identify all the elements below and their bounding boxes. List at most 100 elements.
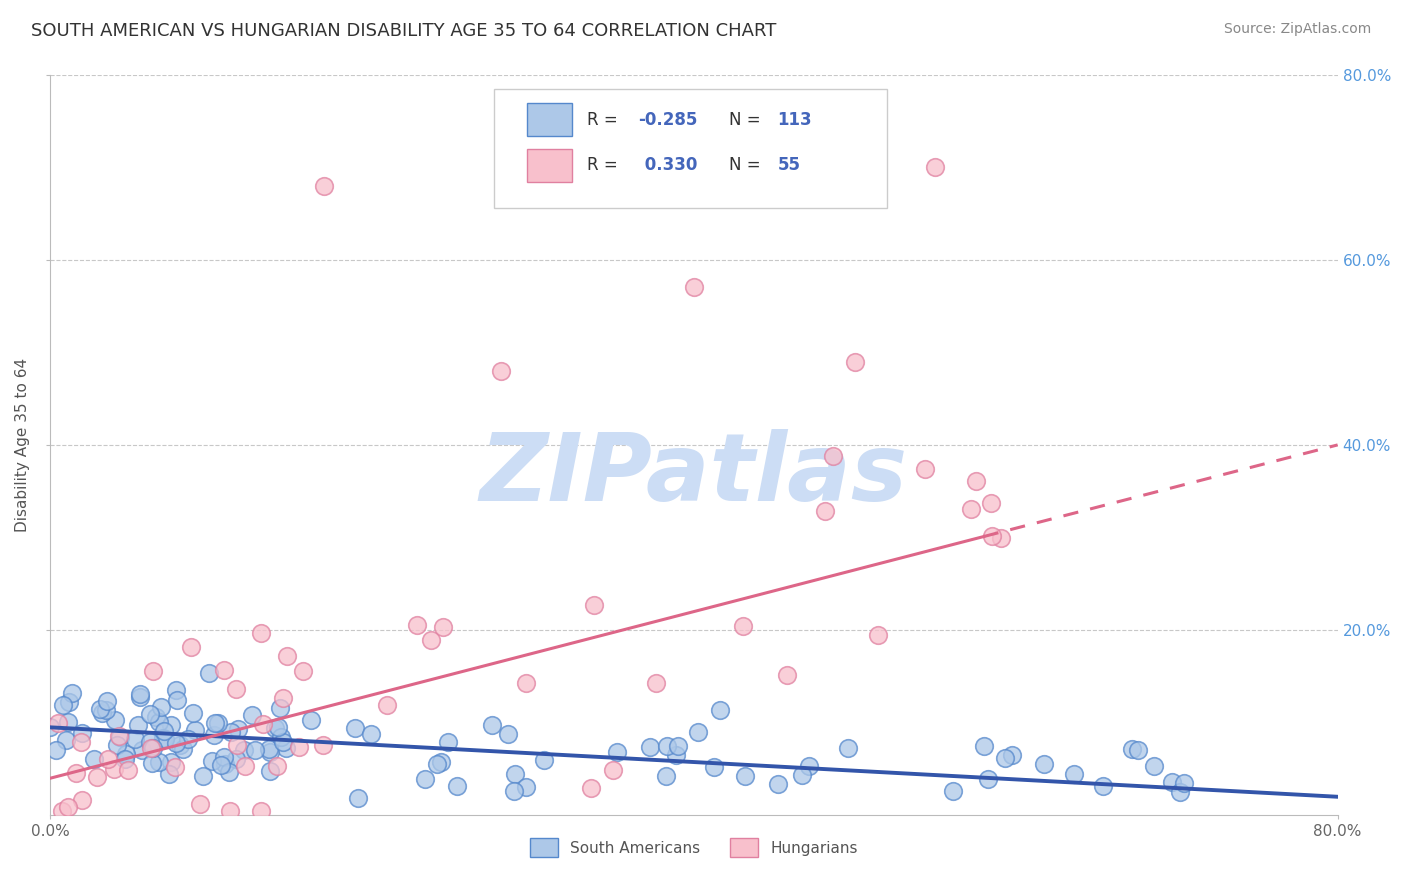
Point <box>980 496 1002 510</box>
Point <box>96 693 118 707</box>
Point <box>148 715 170 730</box>
Point <box>242 708 264 723</box>
Point <box>703 760 725 774</box>
Point <box>148 756 170 770</box>
Point <box>39 720 62 734</box>
Point <box>163 760 186 774</box>
Text: 113: 113 <box>778 111 813 128</box>
Point <box>155 731 177 746</box>
Point <box>1126 742 1149 756</box>
Point <box>62 686 84 700</box>
Point <box>981 529 1004 543</box>
Point <box>70 793 93 807</box>
Point <box>503 784 526 798</box>
Point <box>58 695 80 709</box>
Point <box>287 739 309 754</box>
Point <box>654 769 676 783</box>
Point <box>225 682 247 697</box>
Point <box>437 734 460 748</box>
Point <box>105 738 128 752</box>
Point <box>218 764 240 779</box>
Point <box>299 713 322 727</box>
Point <box>276 741 298 756</box>
Point <box>276 649 298 664</box>
Point <box>141 741 163 756</box>
Point <box>533 753 555 767</box>
Point <box>259 745 281 759</box>
Point <box>1173 776 1195 790</box>
Point <box>1063 766 1085 780</box>
Point <box>734 769 756 783</box>
Point <box>709 703 731 717</box>
Point <box>346 791 368 805</box>
Point <box>139 735 162 749</box>
Point <box>264 721 287 735</box>
Point <box>252 717 274 731</box>
Point <box>259 764 281 778</box>
Point <box>1160 774 1182 789</box>
Point <box>90 706 112 720</box>
Point <box>312 738 335 752</box>
Text: -0.285: -0.285 <box>638 111 697 128</box>
Point <box>177 732 200 747</box>
Point <box>128 687 150 701</box>
Point <box>377 698 399 713</box>
Point <box>496 727 519 741</box>
Legend: South Americans, Hungarians: South Americans, Hungarians <box>524 832 863 863</box>
Point <box>169 738 191 752</box>
Point <box>583 598 606 612</box>
Point <box>204 715 226 730</box>
Point <box>429 755 451 769</box>
Point <box>127 718 149 732</box>
Point <box>149 700 172 714</box>
Point <box>70 735 93 749</box>
Point <box>775 667 797 681</box>
Point <box>686 725 709 739</box>
Point <box>166 682 188 697</box>
Point <box>226 738 249 752</box>
Point <box>291 665 314 679</box>
Point <box>797 759 820 773</box>
Point <box>844 354 866 368</box>
FancyBboxPatch shape <box>526 103 572 136</box>
Point <box>515 780 537 794</box>
Point <box>193 768 215 782</box>
Point <box>141 756 163 770</box>
Point <box>271 735 294 749</box>
Point <box>432 620 454 634</box>
Point <box>198 666 221 681</box>
FancyBboxPatch shape <box>526 149 572 182</box>
Point <box>733 619 755 633</box>
Point <box>426 756 449 771</box>
Point <box>249 626 271 640</box>
Point <box>235 759 257 773</box>
Point <box>115 747 138 761</box>
Point <box>1001 747 1024 762</box>
Point <box>159 718 181 732</box>
Point <box>45 743 67 757</box>
Point <box>1092 780 1115 794</box>
Point <box>269 701 291 715</box>
Point <box>666 739 689 753</box>
Text: R =: R = <box>588 111 623 128</box>
Point <box>924 160 946 174</box>
Point <box>960 502 983 516</box>
Point <box>766 777 789 791</box>
Point <box>184 723 207 737</box>
Point <box>202 728 225 742</box>
Point <box>250 804 273 818</box>
FancyBboxPatch shape <box>495 89 887 208</box>
Point <box>973 739 995 753</box>
Point <box>104 713 127 727</box>
Text: R =: R = <box>588 156 623 174</box>
Point <box>52 698 75 713</box>
Point <box>813 504 835 518</box>
Point <box>180 640 202 654</box>
Point <box>212 750 235 764</box>
Point <box>233 743 256 757</box>
Text: ZIPatlas: ZIPatlas <box>479 428 908 521</box>
Y-axis label: Disability Age 35 to 64: Disability Age 35 to 64 <box>15 358 30 532</box>
Point <box>977 772 1000 787</box>
Point <box>343 721 366 735</box>
Text: SOUTH AMERICAN VS HUNGARIAN DISABILITY AGE 35 TO 64 CORRELATION CHART: SOUTH AMERICAN VS HUNGARIAN DISABILITY A… <box>31 22 776 40</box>
